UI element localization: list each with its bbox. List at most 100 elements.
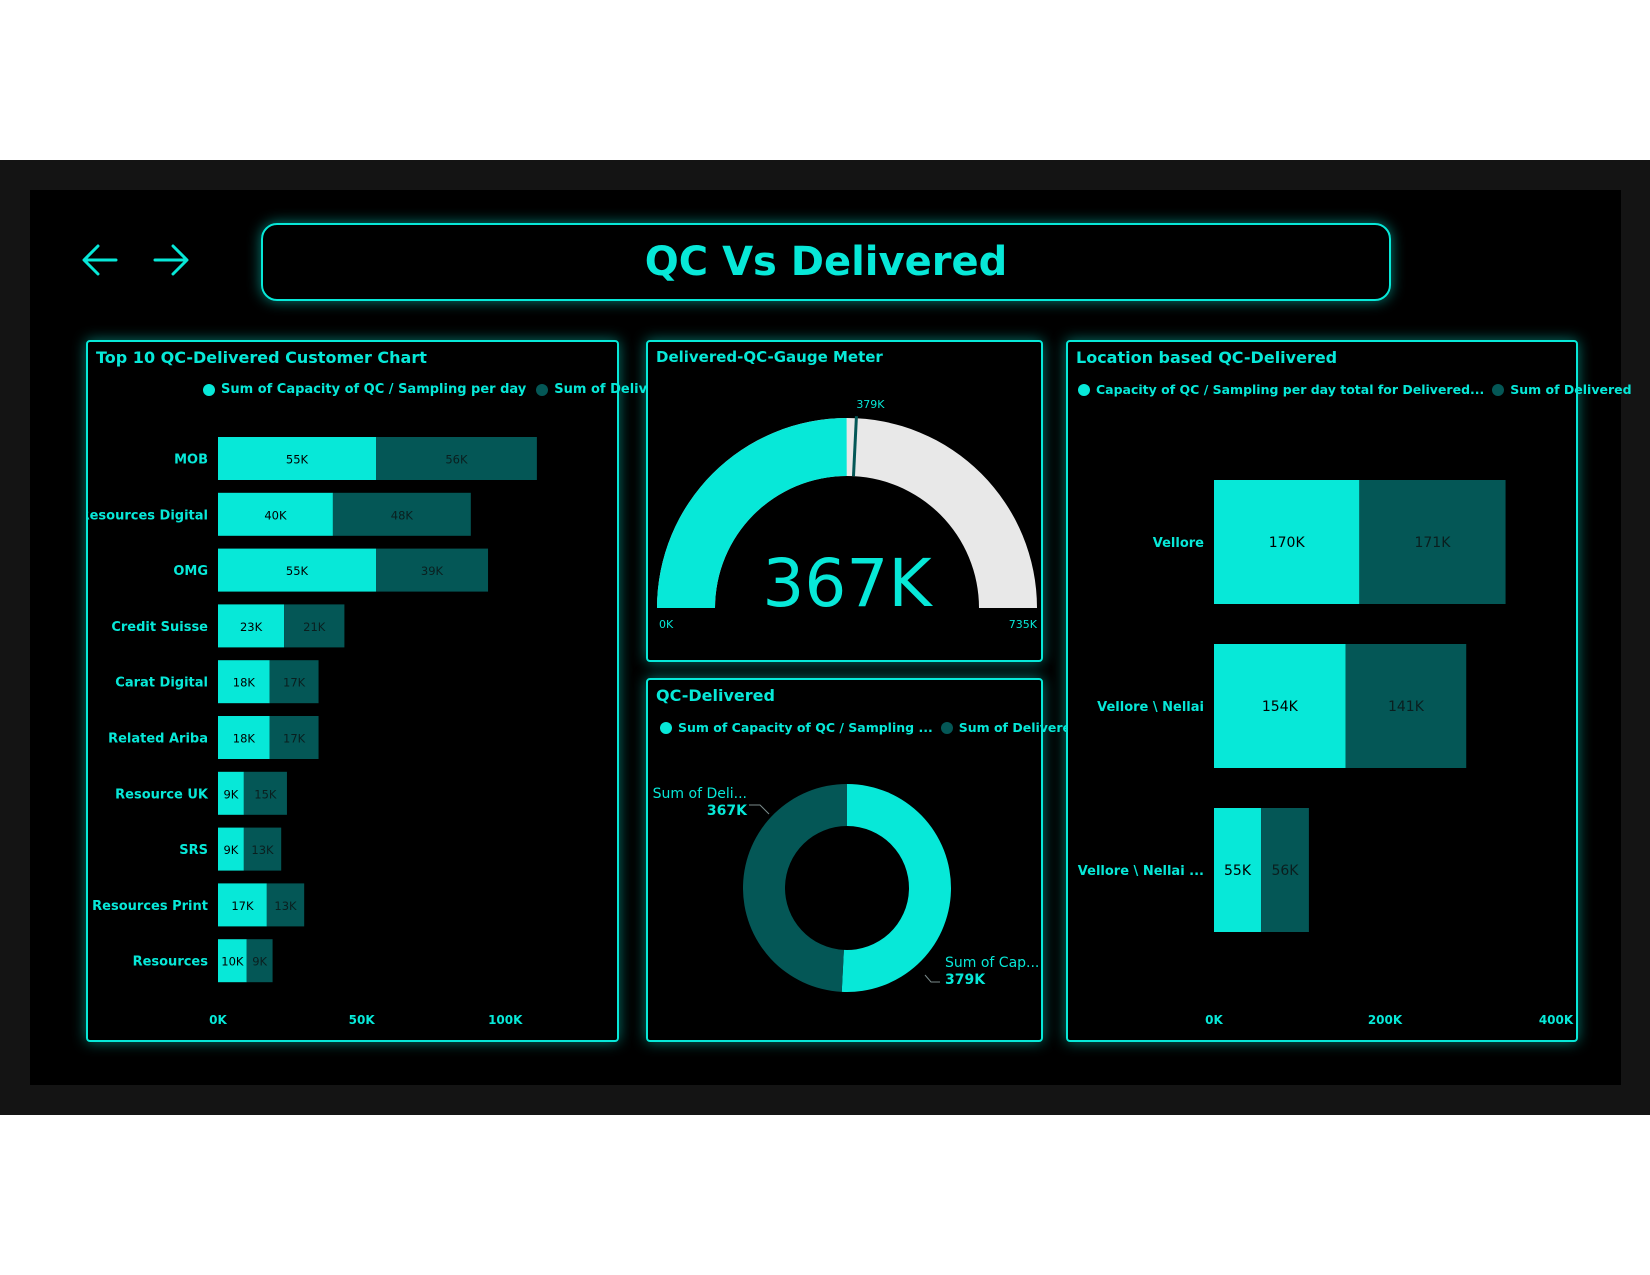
category-label: Vellore \ Nellai [1097, 700, 1204, 715]
bar-capacity [218, 771, 244, 815]
bar-data-label: 21K [303, 620, 326, 634]
category-label: Related Ariba [108, 732, 208, 747]
category-label: Resources [133, 955, 209, 970]
bar-data-label: 17K [283, 732, 306, 746]
category-label: OMG [173, 564, 208, 579]
bar-delivered [246, 939, 273, 983]
bar-data-label: 56K [445, 453, 468, 467]
bar-delivered [376, 548, 489, 592]
donut-delivered-leader [749, 804, 770, 815]
gauge-target-marker [851, 416, 858, 477]
bar-data-label: 9K [223, 787, 238, 801]
bar-data-label: 13K [251, 843, 274, 857]
donut-title: QC-Delivered [656, 686, 775, 705]
bar-delivered [243, 827, 282, 871]
customer-bar-chart: MOB 55K 56K Resources Digital 40K 48K OMG 55K 39… [88, 437, 537, 1027]
x-tick-label: 200K [1368, 1013, 1403, 1027]
bar-capacity [218, 827, 244, 871]
x-tick-label: 100K [488, 1013, 523, 1027]
bar-data-label: 170K [1269, 535, 1306, 551]
bar-delivered [332, 492, 471, 536]
donut-legend-delivered-label: Sum of Delivered [958, 720, 1080, 735]
bar-delivered [1345, 644, 1467, 768]
bar-data-label: 18K [233, 676, 256, 690]
bar-data-label: 10K [221, 955, 244, 969]
bar-capacity [1214, 644, 1346, 768]
bar-capacity [218, 604, 285, 648]
bar-data-label: 17K [283, 676, 306, 690]
category-label: Vellore [1153, 536, 1204, 551]
donut-legend-capacity-swatch [660, 721, 672, 734]
customer-chart-panel: Top 10 QC-Delivered Customer Chart Sum o… [86, 340, 680, 1042]
bar-capacity [1214, 808, 1262, 932]
donut-capacity-value-label: 379K [945, 972, 986, 988]
bar-data-label: 56K [1271, 863, 1299, 879]
legend-delivered-swatch [536, 383, 549, 396]
donut-chart: Sum of Cap...379K Sum of Deli...367K [653, 784, 1039, 992]
arrow-left-icon[interactable] [80, 240, 120, 280]
donut-capacity-leader [924, 974, 940, 983]
donut-legend-capacity-label: Sum of Capacity of QC / Sampling ... [678, 720, 933, 735]
legend-capacity-swatch [203, 383, 215, 396]
gauge-max-label: 735K [1009, 618, 1038, 631]
donut-capacity-name-label: Sum of Cap... [945, 955, 1039, 971]
bar-data-label: 55K [286, 453, 309, 467]
bar-data-label: 48K [391, 508, 414, 522]
location-legend-capacity-swatch [1078, 383, 1090, 396]
bar-delivered [269, 716, 319, 759]
location-legend-delivered-label: Sum of Delivered [1510, 382, 1632, 397]
donut-slice-delivered [743, 784, 847, 992]
location-legend-capacity-label: Capacity of QC / Sampling per day total … [1096, 382, 1485, 397]
bar-capacity [218, 939, 247, 983]
bar-data-label: 23K [240, 620, 263, 634]
gauge-value-arc [657, 418, 847, 608]
bar-capacity [218, 660, 270, 704]
bar-delivered [266, 883, 305, 927]
arrow-right-icon[interactable] [151, 240, 191, 280]
bar-delivered [1359, 480, 1506, 604]
category-label: Carat Digital [115, 676, 208, 691]
donut-delivered-name-label: Sum of Deli... [653, 786, 747, 802]
donut-panel: QC-Delivered Sum of Capacity of QC / Sam… [646, 678, 1080, 1042]
donut-slice-capacity [841, 784, 952, 992]
category-label: Vellore \ Nellai ... [1078, 864, 1204, 879]
bar-capacity [218, 883, 267, 927]
bar-delivered [284, 604, 345, 648]
location-chart-legend: Capacity of QC / Sampling per day total … [1078, 382, 1632, 397]
location-chart-panel: Location based QC-Delivered Capacity of … [1066, 340, 1632, 1042]
bar-data-label: 154K [1262, 699, 1299, 715]
bar-data-label: 9K [223, 843, 238, 857]
bar-data-label: 9K [252, 955, 267, 969]
title-banner: QC Vs Delivered [261, 223, 1391, 301]
category-label: Resources Print [92, 899, 208, 914]
gauge-min-label: 0K [659, 618, 674, 631]
bar-delivered [269, 660, 319, 704]
bar-capacity [1214, 480, 1360, 604]
bar-data-label: 39K [421, 564, 444, 578]
x-tick-label: 50K [349, 1013, 376, 1027]
gauge-value-label: 367K [762, 545, 933, 622]
legend-capacity-label: Sum of Capacity of QC / Sampling per day [221, 382, 527, 397]
bar-data-label: 18K [233, 732, 256, 746]
bar-capacity [218, 437, 376, 480]
gauge-chart: 379K 367K 0K 735K [657, 398, 1038, 631]
bar-capacity [218, 548, 376, 592]
x-tick-label: 0K [1205, 1013, 1223, 1027]
bar-data-label: 17K [231, 899, 254, 913]
bar-data-label: 40K [264, 508, 287, 522]
category-label: Resources Digital [88, 508, 208, 523]
gauge-target-label: 379K [856, 398, 885, 411]
page-title: QC Vs Delivered [644, 239, 1008, 285]
category-label: MOB [174, 453, 208, 468]
donut-legend: Sum of Capacity of QC / Sampling ... Sum… [660, 720, 1080, 735]
bar-data-label: 15K [254, 787, 277, 801]
bar-capacity [218, 716, 270, 759]
bar-data-label: 13K [274, 899, 297, 913]
bar-capacity [218, 492, 333, 536]
bar-data-label: 171K [1414, 535, 1451, 551]
bar-delivered [1261, 808, 1309, 932]
bar-data-label: 55K [1224, 863, 1252, 879]
category-label: Resource UK [115, 787, 209, 802]
location-bar-chart: Vellore 170K 171K Vellore \ Nellai 154K 141K V… [1078, 480, 1574, 1027]
gauge-panel: Delivered-QC-Gauge Meter 379K 367K 0K 735K [646, 340, 1043, 662]
